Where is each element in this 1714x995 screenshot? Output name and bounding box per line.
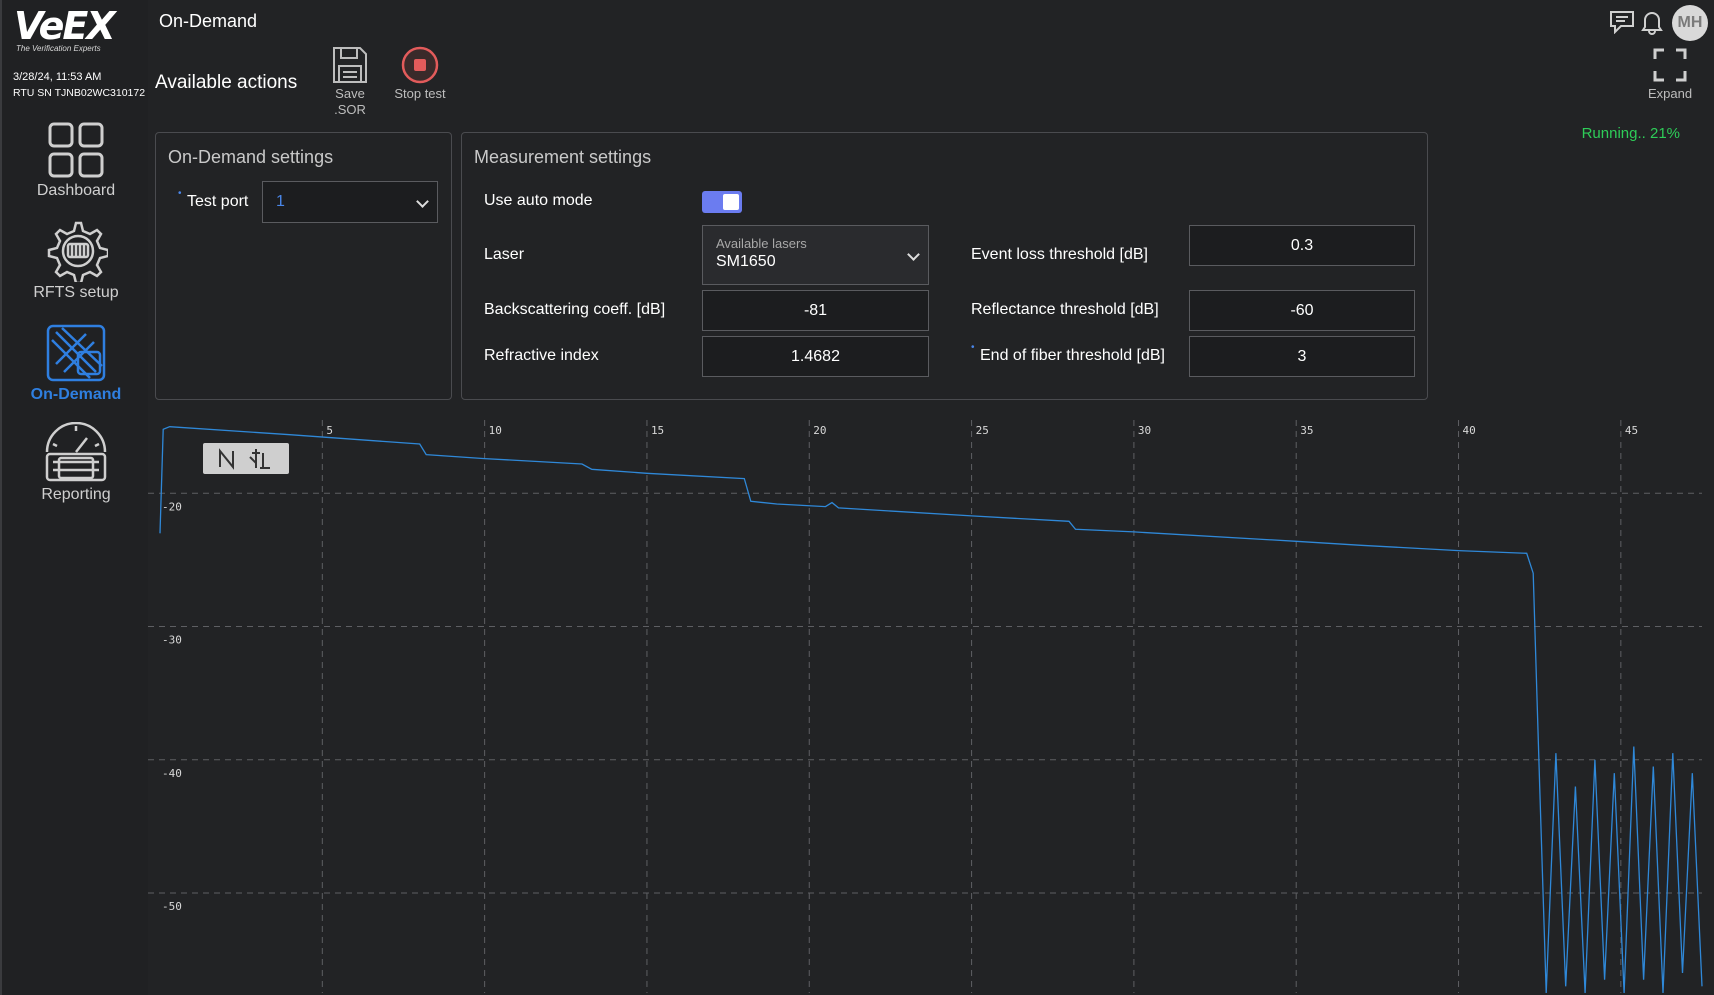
reflectance-threshold-label: Reflectance threshold [dB] <box>971 301 1159 318</box>
sidebar-item-on-demand[interactable]: On-Demand <box>6 322 146 404</box>
laser-label: Laser <box>484 246 525 263</box>
x-tick-label: 5 <box>326 424 333 437</box>
chart-tool-icons <box>219 448 270 470</box>
x-tick-label: 25 <box>976 424 989 437</box>
backscattering-input[interactable]: -81 <box>702 290 929 331</box>
gauge-report-icon <box>45 422 107 482</box>
laser-caption: Available lasers <box>716 236 807 251</box>
panel-title: Measurement settings <box>474 147 652 167</box>
save-label: Save <box>335 86 365 101</box>
y-tick-label: -30 <box>162 634 182 647</box>
floppy-disk-icon <box>333 47 367 83</box>
chevron-down-icon <box>416 195 429 208</box>
dashboard-grid-icon <box>48 122 104 178</box>
on-demand-settings-panel: On-Demand settings • Test port 1 <box>155 132 452 400</box>
otdr-trace-line <box>159 426 1703 994</box>
end-of-fiber-threshold-label: End of fiber threshold [dB] <box>980 347 1165 364</box>
x-tick-label: 30 <box>1138 424 1151 437</box>
available-actions-title: Available actions <box>155 72 298 93</box>
gear-icon <box>47 221 108 282</box>
sidebar-item-label: RFTS setup <box>33 284 119 301</box>
stop-test-button[interactable]: Stop test <box>387 46 453 102</box>
backscattering-label: Backscattering coeff. [dB] <box>484 301 666 318</box>
refractive-index-label: Refractive index <box>484 347 599 364</box>
on-demand-fiber-icon <box>46 324 106 382</box>
sidebar-item-dashboard[interactable]: Dashboard <box>6 122 146 200</box>
laser-select[interactable]: Available lasers SM1650 <box>702 225 929 285</box>
current-datetime: 3/28/24, 11:53 AM <box>13 71 102 83</box>
logo-text: VeEX <box>14 4 116 48</box>
x-tick-label: 45 <box>1625 424 1638 437</box>
reflectance-threshold-input[interactable]: -60 <box>1189 290 1415 331</box>
required-marker: • <box>178 188 182 199</box>
end-of-fiber-threshold-input[interactable]: 3 <box>1189 336 1415 377</box>
event-loss-threshold-label: Event loss threshold [dB] <box>971 246 1148 263</box>
y-tick-label: -20 <box>162 500 182 513</box>
user-avatar[interactable]: MH <box>1672 5 1708 41</box>
auto-mode-toggle[interactable] <box>702 191 742 213</box>
x-tick-label: 40 <box>1463 424 1476 437</box>
marker-tool-icon <box>219 448 234 470</box>
save-sor-button[interactable]: Save .SOR <box>327 46 373 118</box>
event-loss-threshold-input[interactable]: 0.3 <box>1189 225 1415 266</box>
sidebar-item-rfts-setup[interactable]: RFTS setup <box>6 220 146 302</box>
measurement-settings-panel: Measurement settings Use auto mode Laser… <box>461 132 1428 400</box>
x-tick-label: 10 <box>489 424 502 437</box>
bell-icon[interactable] <box>1641 9 1663 35</box>
y-tick-label: -40 <box>162 767 182 780</box>
veex-logo: VeEX The Verification Experts <box>14 6 124 56</box>
sidebar-item-label: Dashboard <box>36 182 116 199</box>
y-tick-label: -50 <box>162 900 182 913</box>
chat-icon[interactable] <box>1609 10 1635 34</box>
x-tick-label: 15 <box>651 424 664 437</box>
rtu-serial-number: RTU SN TJNB02WC310172 <box>13 87 146 99</box>
zoom-fit-icon <box>249 449 270 469</box>
refractive-index-input[interactable]: 1.4682 <box>702 336 929 377</box>
logo-tagline: The Verification Experts <box>16 44 101 53</box>
auto-mode-label: Use auto mode <box>484 192 593 209</box>
test-port-label: Test port <box>187 193 249 210</box>
save-sor-label: .SOR <box>334 102 366 117</box>
stop-test-label: Stop test <box>394 86 446 101</box>
test-port-select[interactable]: 1 <box>262 181 438 223</box>
sidebar: VeEX The Verification Experts 3/28/24, 1… <box>0 0 148 995</box>
expand-icon <box>1653 48 1687 82</box>
sidebar-item-reporting[interactable]: Reporting <box>6 422 146 504</box>
x-tick-label: 20 <box>813 424 826 437</box>
expand-button[interactable]: Expand <box>1640 48 1700 101</box>
test-port-value: 1 <box>276 193 285 210</box>
otdr-trace-chart[interactable]: 5 10 15 20 25 30 35 40 45 -20 -30 -40 -50 <box>148 414 1704 995</box>
sidebar-item-label: On-Demand <box>30 386 122 403</box>
panel-title: On-Demand settings <box>168 147 334 167</box>
sidebar-item-label: Reporting <box>41 486 111 503</box>
expand-label: Expand <box>1647 86 1693 101</box>
page-title: On-Demand <box>159 11 258 31</box>
test-status: Running.. 21% <box>1581 125 1680 142</box>
required-marker: • <box>971 342 975 353</box>
x-tick-label: 35 <box>1300 424 1313 437</box>
laser-value: SM1650 <box>716 253 776 270</box>
stop-icon <box>401 46 439 84</box>
chart-toolbar <box>203 443 289 474</box>
